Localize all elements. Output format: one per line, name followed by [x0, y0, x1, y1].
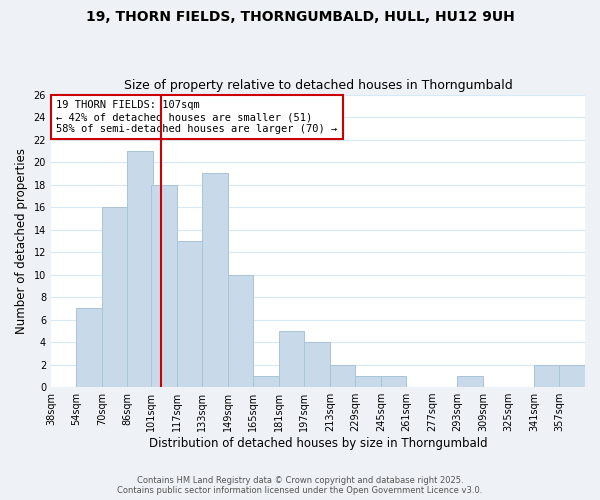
Bar: [330, 364, 355, 387]
Text: Contains HM Land Registry data © Crown copyright and database right 2025.
Contai: Contains HM Land Registry data © Crown c…: [118, 476, 482, 495]
Bar: [202, 174, 228, 387]
Bar: [253, 376, 279, 387]
Bar: [304, 342, 330, 387]
Bar: [151, 184, 177, 387]
Bar: [76, 308, 102, 387]
Bar: [457, 376, 483, 387]
Bar: [127, 151, 153, 387]
X-axis label: Distribution of detached houses by size in Thorngumbald: Distribution of detached houses by size …: [149, 437, 487, 450]
Y-axis label: Number of detached properties: Number of detached properties: [15, 148, 28, 334]
Bar: [381, 376, 406, 387]
Text: 19 THORN FIELDS: 107sqm
← 42% of detached houses are smaller (51)
58% of semi-de: 19 THORN FIELDS: 107sqm ← 42% of detache…: [56, 100, 338, 134]
Bar: [534, 364, 559, 387]
Bar: [102, 207, 127, 387]
Title: Size of property relative to detached houses in Thorngumbald: Size of property relative to detached ho…: [124, 79, 512, 92]
Text: 19, THORN FIELDS, THORNGUMBALD, HULL, HU12 9UH: 19, THORN FIELDS, THORNGUMBALD, HULL, HU…: [86, 10, 514, 24]
Bar: [355, 376, 381, 387]
Bar: [559, 364, 585, 387]
Bar: [177, 241, 202, 387]
Bar: [228, 274, 253, 387]
Bar: [279, 331, 304, 387]
